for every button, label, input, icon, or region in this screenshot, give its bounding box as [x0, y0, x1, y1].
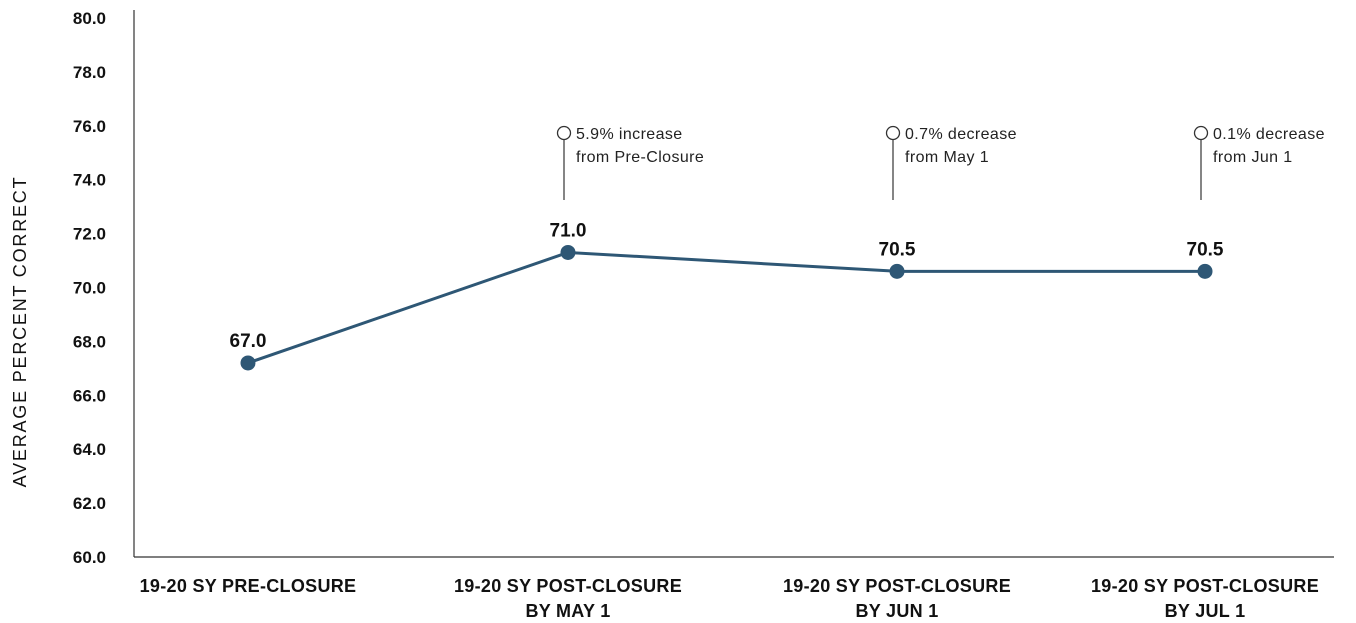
x-axis-labels: 19-20 SY PRE-CLOSURE 19-20 SY POST-CLOSUR… — [140, 576, 1319, 621]
data-point — [240, 355, 256, 371]
y-tick-label: 72.0 — [73, 225, 106, 244]
data-label: 70.5 — [879, 239, 916, 260]
y-tick-label: 66.0 — [73, 386, 106, 405]
data-point — [889, 263, 905, 279]
data-label: 67.0 — [230, 331, 267, 352]
y-tick-label: 74.0 — [73, 171, 106, 190]
annotation-text: from Jun 1 — [1213, 149, 1293, 166]
y-tick-label: 60.0 — [73, 548, 106, 567]
series-line: 67.0 71.0 70.5 70.5 — [230, 220, 1224, 371]
annotation-pin-icon — [1193, 125, 1209, 141]
y-tick-label: 70.0 — [73, 279, 106, 298]
y-tick-label: 68.0 — [73, 332, 106, 351]
data-label: 70.5 — [1187, 239, 1224, 260]
y-tick-label: 76.0 — [73, 117, 106, 136]
annotation-text: 0.1% decrease — [1213, 126, 1325, 143]
annotations: 5.9% increase from Pre-Closure 0.7% decrea… — [556, 125, 1325, 200]
x-tick-label: 19-20 SY POST-CLOSURE — [1091, 576, 1319, 596]
y-tick-label: 62.0 — [73, 494, 106, 513]
y-tick-label: 78.0 — [73, 63, 106, 82]
y-tick-label: 80.0 — [73, 9, 106, 28]
data-point — [1197, 263, 1213, 279]
data-point — [560, 244, 576, 260]
y-axis-ticks: 60.0 62.0 64.0 66.0 68.0 70.0 72.0 74.0 76.0 78.0… — [73, 9, 106, 567]
x-tick-label: 19-20 SY POST-CLOSURE — [783, 576, 1011, 596]
annotation-text: from Pre-Closure — [576, 149, 704, 166]
axes — [133, 10, 1334, 558]
annotation-text: 0.7% decrease — [905, 126, 1017, 143]
annotation-pin-icon — [885, 125, 901, 141]
x-tick-label: 19-20 SY PRE-CLOSURE — [140, 576, 357, 596]
y-axis-label: AVERAGE PERCENT CORRECT — [10, 176, 30, 488]
x-tick-label: 19-20 SY POST-CLOSURE — [454, 576, 682, 596]
y-tick-label: 64.0 — [73, 440, 106, 459]
x-tick-label: BY MAY 1 — [525, 601, 610, 621]
x-tick-label: BY JUN 1 — [855, 601, 938, 621]
data-label: 71.0 — [550, 220, 587, 241]
x-tick-label: BY JUL 1 — [1165, 601, 1246, 621]
series-polyline — [247, 250, 1205, 365]
annotation-text: 5.9% increase — [576, 126, 683, 143]
annotation-pin-icon — [556, 125, 572, 141]
annotation-text: from May 1 — [905, 149, 989, 166]
